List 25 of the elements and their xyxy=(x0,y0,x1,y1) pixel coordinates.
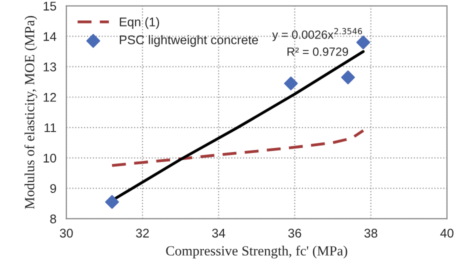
y-tick-label: 15 xyxy=(44,2,56,11)
x-tick-label: 34 xyxy=(212,228,226,238)
point xyxy=(341,70,355,84)
y-axis-title: Modulus of elasticity, MOE (MPa) xyxy=(24,16,38,209)
y-tick-label: 9 xyxy=(50,184,56,193)
y-tick-label: 10 xyxy=(44,154,56,163)
y-tick-label: 8 xyxy=(50,214,56,224)
y-tick-label: 14 xyxy=(44,32,56,41)
x-tick-label: 38 xyxy=(364,228,378,238)
x-tick-label: 30 xyxy=(60,228,73,238)
annotation: R² = 0.9729 xyxy=(288,48,348,56)
x-tick-label: 36 xyxy=(288,228,302,238)
x-axis-title: Compressive Strength, fc' (MPa) xyxy=(166,246,348,258)
y-tick-label: 12 xyxy=(44,92,56,102)
point xyxy=(356,36,370,50)
point xyxy=(105,195,119,209)
point xyxy=(284,76,298,90)
annotation: y = 0.0026x$^{2.3546}$ xyxy=(272,28,362,42)
line-series xyxy=(110,129,365,167)
legend-label: Eqn (1) xyxy=(120,17,160,29)
y-tick-label: 11 xyxy=(44,123,56,132)
x-tick-label: 40 xyxy=(440,228,454,238)
y-tick-label: 13 xyxy=(44,62,56,72)
legend-label: PSC lightweight concrete xyxy=(120,35,258,47)
x-tick-label: 32 xyxy=(136,228,149,238)
